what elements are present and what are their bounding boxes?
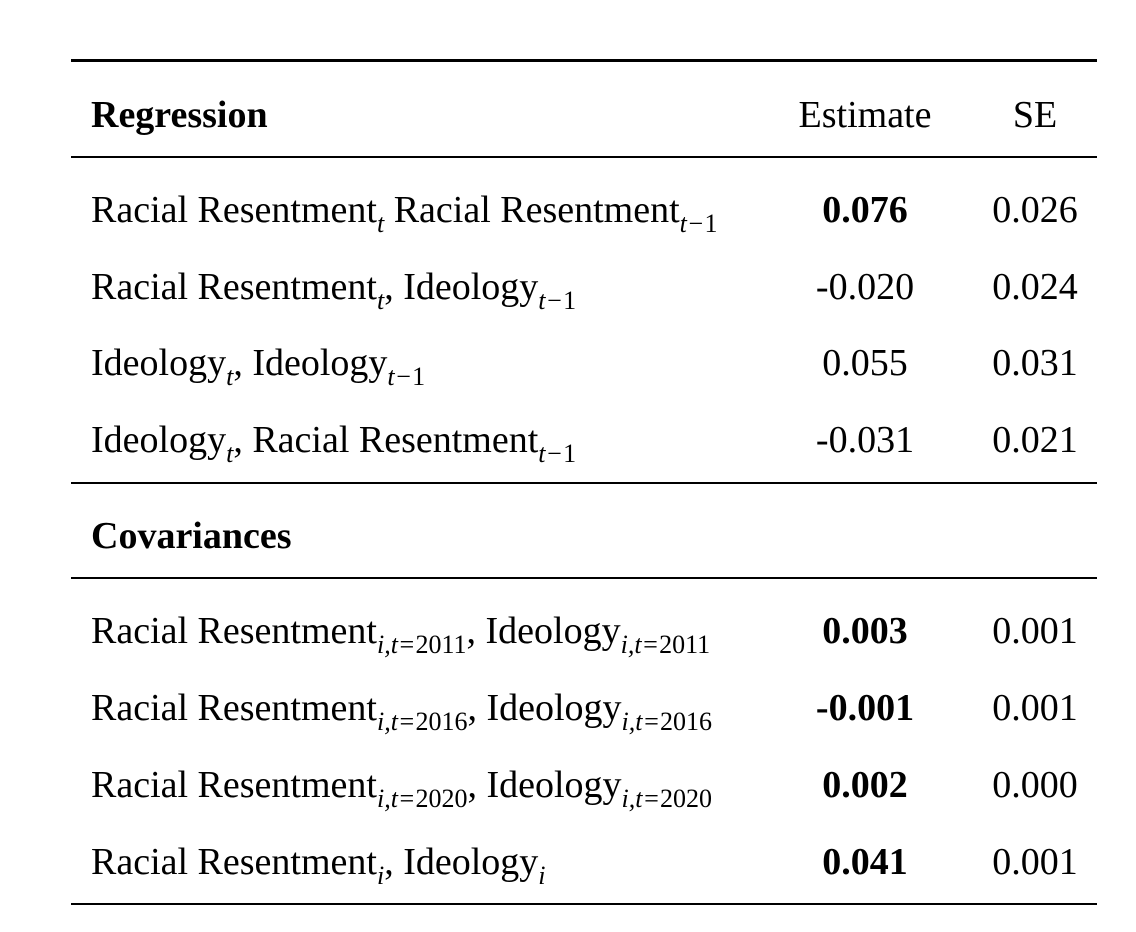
estimate-value: -0.001 — [815, 687, 915, 729]
header-rule — [71, 156, 1097, 158]
table-row: Racial Resentmentt, Ideologyt−1 -0.020 0.0… — [71, 257, 1097, 317]
se-value: 0.001 — [992, 841, 1078, 883]
se-value: 0.001 — [992, 687, 1078, 729]
table-row: Racial Resentmenti, Ideologyi 0.041 0.001 — [71, 832, 1097, 892]
row-label-subscript: i,t=2011 — [620, 630, 711, 659]
se-value: 0.001 — [992, 610, 1078, 652]
row-label-subscript: i,t=2016 — [376, 707, 468, 736]
estimate-value: -0.031 — [815, 419, 915, 461]
row-label-text: , Ideology — [384, 266, 539, 308]
row-label-subscript: t — [226, 362, 234, 391]
row-label-text: , Ideology — [384, 841, 539, 883]
row-label-subscript: t — [226, 439, 234, 468]
row-label-subscript: t — [376, 286, 385, 315]
se-value: 0.026 — [992, 189, 1078, 231]
estimate-value: 0.041 — [822, 841, 908, 883]
estimate-value: 0.076 — [822, 189, 908, 231]
row-label-text: Racial Resentment — [91, 610, 377, 652]
row-label: Ideologyt, Racial Resentmentt−1 — [91, 410, 576, 470]
row-label-text: Racial Resentment — [91, 687, 377, 729]
row-label-subscript: i — [376, 861, 385, 890]
table-row: Ideologyt, Racial Resentmentt−1 -0.031 0.0… — [71, 410, 1097, 470]
row-label-text: Racial Resentment — [384, 189, 680, 231]
covariances-rule — [71, 577, 1097, 579]
table-row: Racial Resentmenti,t=2020, Ideologyi,t=2… — [71, 755, 1097, 815]
row-label-text: , Ideology — [233, 342, 388, 384]
row-label-subscript: t−1 — [679, 209, 718, 238]
row-label-text: Racial Resentment — [91, 841, 377, 883]
row-label: Ideologyt, Ideologyt−1 — [91, 333, 425, 393]
estimate-value: 0.055 — [822, 342, 908, 384]
column-header-estimate: Estimate — [798, 94, 932, 136]
table-row: Racial Resentmentt Racial Resentmentt−1 0… — [71, 180, 1097, 240]
top-rule — [71, 59, 1097, 62]
column-header-se: SE — [1012, 94, 1058, 136]
covariances-header-row: Covariances — [71, 506, 1097, 566]
row-label-subscript: i,t=2020 — [621, 784, 713, 813]
row-label-subscript: i,t=2016 — [621, 707, 713, 736]
row-label-text: , Racial Resentment — [233, 419, 539, 461]
section-rule — [71, 482, 1097, 484]
header-row: Regression Estimate SE — [71, 85, 1097, 145]
row-label: Racial Resentmentt Racial Resentmentt−1 — [91, 180, 717, 240]
se-value: 0.021 — [992, 419, 1078, 461]
bottom-rule — [71, 903, 1097, 905]
row-label: Racial Resentmenti, Ideologyi — [91, 832, 546, 892]
row-label-text: Ideology — [91, 419, 227, 461]
row-label-text: , Ideology — [467, 687, 622, 729]
row-label-text: Racial Resentment — [91, 764, 377, 806]
section-title-covariances: Covariances — [91, 515, 292, 557]
row-label-subscript: i,t=2011 — [376, 630, 467, 659]
row-label-text: Racial Resentment — [91, 266, 377, 308]
table-row: Racial Resentmenti,t=2016, Ideologyi,t=2… — [71, 678, 1097, 738]
row-label-text: , Ideology — [467, 764, 622, 806]
row-label: Racial Resentmentt, Ideologyt−1 — [91, 257, 576, 317]
row-label: Racial Resentmenti,t=2020, Ideologyi,t=2… — [91, 755, 712, 815]
row-label: Racial Resentmenti,t=2016, Ideologyi,t=2… — [91, 678, 712, 738]
row-label-subscript: t — [376, 209, 385, 238]
se-value: 0.024 — [992, 266, 1078, 308]
estimate-value: 0.002 — [822, 764, 908, 806]
estimate-value: -0.020 — [815, 266, 915, 308]
row-label-text: Racial Resentment — [91, 189, 377, 231]
table-row: Ideologyt, Ideologyt−1 0.055 0.031 — [71, 333, 1097, 393]
row-label-subscript: i,t=2020 — [376, 784, 468, 813]
row-label-subscript: i — [538, 861, 546, 890]
row-label-subscript: t−1 — [538, 286, 577, 315]
row-label-subscript: t−1 — [387, 362, 426, 391]
row-label-subscript: t−1 — [538, 439, 577, 468]
row-label-text: Ideology — [91, 342, 227, 384]
section-title-regression: Regression — [91, 94, 268, 136]
se-value: 0.000 — [992, 764, 1078, 806]
row-label-text: , Ideology — [466, 610, 621, 652]
table-row: Racial Resentmenti,t=2011, Ideologyi,t=2… — [71, 601, 1097, 661]
estimate-value: 0.003 — [822, 610, 908, 652]
row-label: Racial Resentmenti,t=2011, Ideologyi,t=2… — [91, 601, 710, 661]
se-value: 0.031 — [992, 342, 1078, 384]
